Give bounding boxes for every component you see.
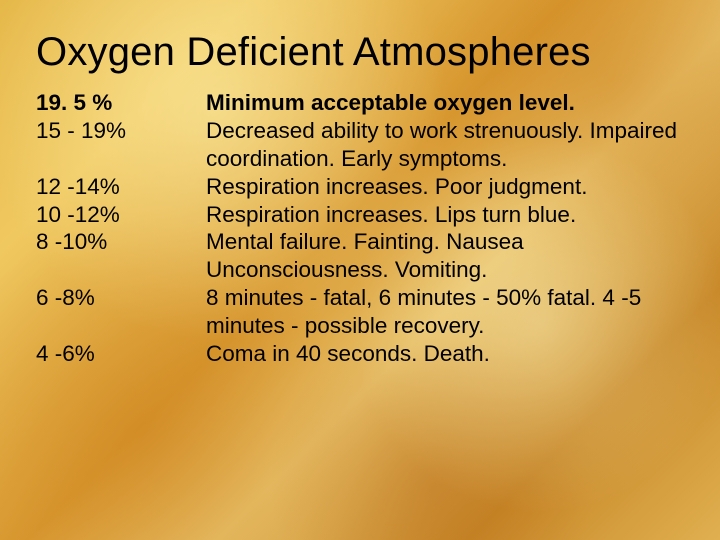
oxygen-level: 6 -8% [36, 284, 206, 340]
table-row: 19. 5 % Minimum acceptable oxygen level. [36, 89, 690, 117]
oxygen-effect: Minimum acceptable oxygen level. [206, 89, 690, 117]
oxygen-effect: Decreased ability to work strenuously. I… [206, 117, 690, 173]
table-row: 12 -14% Respiration increases. Poor judg… [36, 173, 690, 201]
content-table: 19. 5 % Minimum acceptable oxygen level.… [0, 89, 720, 368]
table-row: 8 -10% Mental failure. Fainting. Nausea … [36, 228, 690, 284]
oxygen-effect: 8 minutes - fatal, 6 minutes - 50% fatal… [206, 284, 690, 340]
slide-title: Oxygen Deficient Atmospheres [0, 0, 720, 89]
oxygen-level: 15 - 19% [36, 117, 206, 173]
table-row: 4 -6% Coma in 40 seconds. Death. [36, 340, 690, 368]
oxygen-level: 19. 5 % [36, 89, 206, 117]
table-row: 6 -8% 8 minutes - fatal, 6 minutes - 50%… [36, 284, 690, 340]
oxygen-effect: Coma in 40 seconds. Death. [206, 340, 690, 368]
table-row: 15 - 19% Decreased ability to work stren… [36, 117, 690, 173]
table-row: 10 -12% Respiration increases. Lips turn… [36, 201, 690, 229]
oxygen-effect: Respiration increases. Poor judgment. [206, 173, 690, 201]
oxygen-level: 4 -6% [36, 340, 206, 368]
slide: Oxygen Deficient Atmospheres 19. 5 % Min… [0, 0, 720, 540]
oxygen-level: 8 -10% [36, 228, 206, 284]
oxygen-effect: Mental failure. Fainting. Nausea Unconsc… [206, 228, 690, 284]
oxygen-effect: Respiration increases. Lips turn blue. [206, 201, 690, 229]
oxygen-level: 10 -12% [36, 201, 206, 229]
oxygen-level: 12 -14% [36, 173, 206, 201]
